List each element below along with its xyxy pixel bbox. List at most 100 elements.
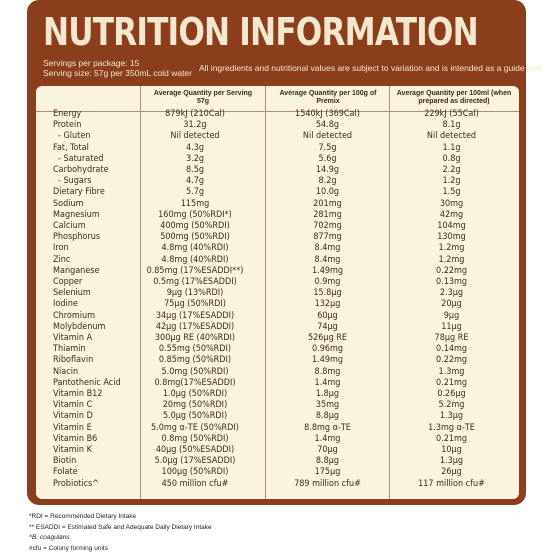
per-serving-value: 31.2g <box>183 120 207 131</box>
per-100g-value: 7.5g <box>318 142 337 153</box>
per-100ml-value: 0.8g <box>442 153 461 164</box>
nutrient-name: Vitamin C <box>53 400 93 411</box>
per-serving-value: Nil detected <box>170 131 220 142</box>
per-100g-value: 54.8g <box>315 120 340 131</box>
per-serving-value: 0.85mg (17%ESADDI**) <box>146 265 244 276</box>
disclaimer-text: All ingredients and nutritional values a… <box>199 63 545 73</box>
per-serving-value: 1.0µg (50%RDI) <box>162 389 228 399</box>
per-100ml-value: 8.1g <box>442 120 461 131</box>
column-header-per-100g: Average Quantity per 100g of Premix <box>279 90 377 105</box>
per-100g-value: 10.0g <box>315 187 340 198</box>
nutrient-name: Pantothenic Acid <box>53 377 121 388</box>
nutrient-name: Vitamin B6 <box>53 433 98 444</box>
per-100ml-value: 20µg <box>441 299 462 310</box>
per-serving-value: 4.3g <box>185 142 204 153</box>
per-100g-value: 0.96mg <box>311 344 344 355</box>
per-serving-value: 5.0µg (50%RDI) <box>162 411 228 422</box>
footnotes: *RDI = Recommended Dietary Intake ** ESA… <box>29 512 212 554</box>
per-100g-value: 60µg <box>317 310 338 321</box>
per-100ml-value: 0.22mg <box>435 265 468 276</box>
per-100g-value: 281mg <box>313 209 342 220</box>
per-serving-value: 879kJ (210Cal) <box>165 109 225 119</box>
footnote-esaddi: ** ESADDI = Estimated Safe and Adequate … <box>29 523 212 531</box>
per-100g-value: 702mg <box>313 221 342 231</box>
per-100g-value: 1.49mg <box>311 355 344 366</box>
per-100g-value: 1540kJ (369Cal) <box>295 109 360 119</box>
nutrient-name: Energy <box>53 109 82 119</box>
per-serving-value: 3.2g <box>185 153 204 164</box>
nutrient-name: Biotin <box>53 456 77 467</box>
per-100g-value: 74µg <box>317 321 338 332</box>
per-serving-value: 4.7g <box>185 176 204 187</box>
per-100g-value: 35mg <box>315 400 340 411</box>
per-100ml-value: 1.2mg <box>438 254 465 265</box>
nutrient-name: Vitamin D <box>53 411 93 422</box>
per-serving-value: 100µg (50%RDI) <box>161 467 229 478</box>
footnote-rdi: *RDI = Recommended Dietary Intake <box>29 513 137 520</box>
nutrient-name: Thiamin <box>53 344 86 355</box>
per-100ml-value: 0.21mg <box>435 433 468 444</box>
per-serving-value: 20mg (50%RDI) <box>162 400 228 411</box>
per-100g-value: Nil detected <box>302 131 353 142</box>
per-100g-value: 8.2g <box>318 176 337 187</box>
per-100ml-value: 0.13mg <box>435 277 468 287</box>
per-100ml-value: 1.5g <box>442 187 461 198</box>
nutrient-name: Chromium <box>53 310 96 321</box>
nutrient-name: Iron <box>53 243 69 254</box>
per-serving-value: 160mg (50%RDI*) <box>158 209 232 220</box>
per-100ml-value: 117 million cfu# <box>418 478 485 489</box>
nutrient-name: Molybdenum <box>53 321 106 332</box>
per-100ml-value: 1.3µg <box>439 456 464 467</box>
per-serving-value: 40µg (50%ESADDI) <box>155 445 235 455</box>
per-100ml-value: Nil detected <box>426 131 477 142</box>
nutrient-name: Sodium <box>53 198 84 209</box>
nutrient-name: - Gluten <box>58 131 91 142</box>
per-serving-value: 75µg (50%RDI) <box>164 299 226 310</box>
nutrient-name: Vitamin B12 <box>53 389 103 399</box>
per-100ml-value: 9µg <box>443 310 460 321</box>
per-100g-value: 175µg <box>314 467 341 478</box>
per-100g-value: 15.8µg <box>313 288 342 299</box>
per-100ml-value: 11µg <box>441 321 462 332</box>
per-100g-value: 8.4mg <box>314 254 341 265</box>
nutrient-name: Copper <box>53 277 83 287</box>
nutrient-name: Vitamin A <box>53 333 93 343</box>
per-serving-value: 34µg (17%ESADDI) <box>155 310 235 321</box>
per-serving-value: 300µg RE (40%RDI) <box>154 333 236 343</box>
per-serving-value: 9µg (13%RDI) <box>166 288 224 299</box>
per-100ml-value: 104mg <box>437 221 466 231</box>
per-100g-value: 8.8µg <box>315 456 340 467</box>
per-100g-value: 132µg <box>314 299 341 310</box>
column-header-per-serving: Average Quantity per Serving 57g <box>153 90 253 105</box>
per-100g-value: 1.4mg <box>314 377 341 388</box>
per-100g-value: 0.9mg <box>314 277 341 287</box>
servings-per-package: Servings per package: 15 <box>43 58 140 68</box>
per-serving-value: 4.8mg (40%RDI) <box>161 254 229 265</box>
nutrient-name: Protein <box>53 120 82 131</box>
per-100g-value: 1.4mg <box>314 433 341 444</box>
nutrition-table <box>36 86 519 499</box>
footnote-cfu: #cfu = Colony forming units <box>29 544 108 552</box>
nutrient-name: Iodine <box>53 299 78 310</box>
per-100g-value: 201mg <box>313 198 342 209</box>
per-100g-value: 8.4mg <box>314 243 341 254</box>
per-100ml-value: 0.26µg <box>437 389 466 399</box>
per-serving-value: 5.0µg (17%ESADDI) <box>154 456 236 467</box>
per-100ml-value: 10µg <box>441 445 462 455</box>
serving-info: Servings per package: 15 Serving size: 5… <box>43 58 192 78</box>
per-100ml-value: 42mg <box>439 209 464 220</box>
nutrient-name: Calcium <box>53 221 86 231</box>
per-100ml-value: 2.3µg <box>439 288 464 299</box>
footnote-probiotic: ^B. coagulans <box>29 534 70 541</box>
nutrient-name: Selenium <box>53 288 91 299</box>
per-100ml-value: 0.21mg <box>435 377 468 388</box>
per-serving-value: 0.8mg (50%RDI) <box>161 433 229 444</box>
nutrient-name: Carbohydrate <box>53 165 109 175</box>
per-100g-value: 14.9g <box>315 165 340 175</box>
nutrient-name: Magnesium <box>53 209 100 220</box>
nutrient-name: - Sugars <box>58 176 92 187</box>
column-divider <box>265 86 266 499</box>
per-100ml-value: 0.14mg <box>435 344 468 355</box>
per-100g-value: 1.8µg <box>315 389 340 399</box>
per-serving-value: 450 million cfu# <box>161 478 229 489</box>
